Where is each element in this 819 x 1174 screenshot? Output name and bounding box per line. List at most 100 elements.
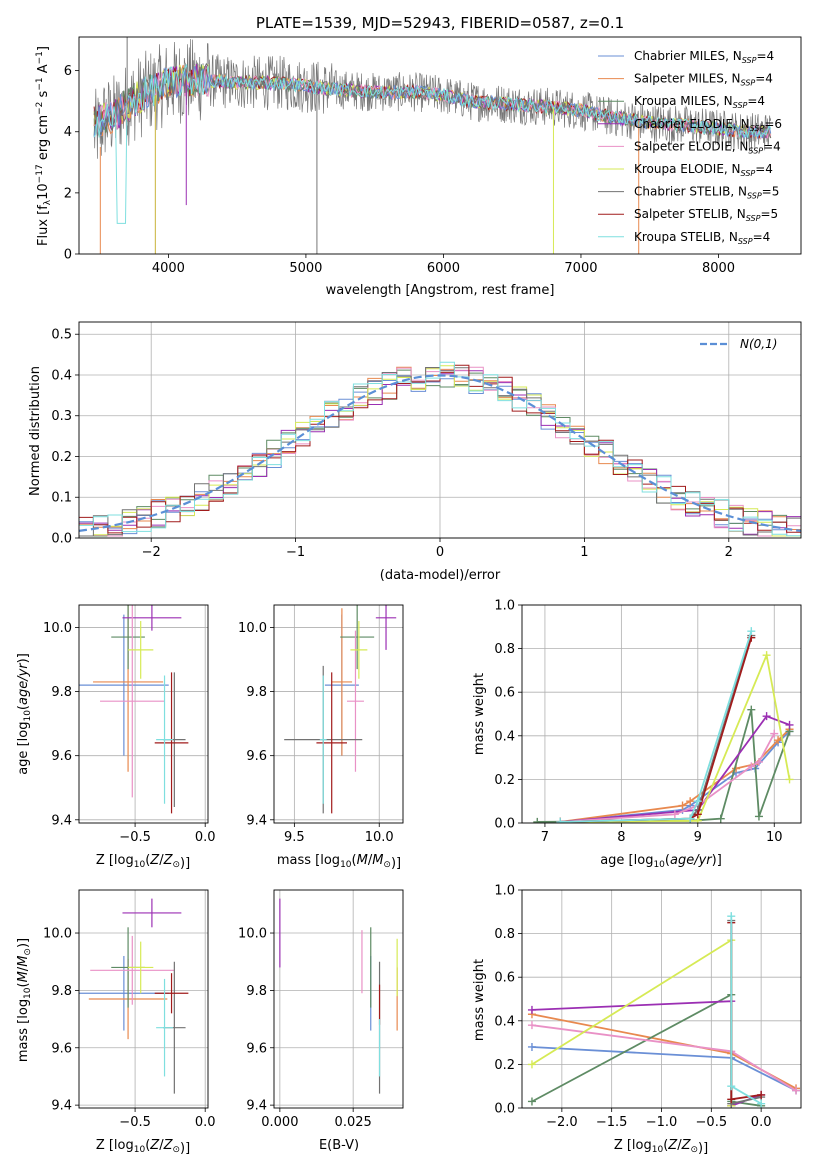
weight-marker (757, 1099, 766, 1108)
weight-line (531, 1046, 797, 1092)
legend-entry: Kroupa STELIB, NSSP=4 (634, 230, 770, 246)
x-axis-label: E(B-V) (319, 1138, 359, 1153)
x-tick-label: −1.5 (596, 1115, 628, 1130)
x-tick-label: 0 (436, 545, 444, 560)
x-axis-label: Z [log10(Z/Z⊙)] (96, 1138, 190, 1156)
weight-line (531, 1013, 797, 1090)
x-tick-label: 7000 (564, 261, 597, 276)
y-tick-label: 0.3 (51, 409, 72, 424)
weight-line (560, 630, 753, 823)
legend-entry: Chabrier STELIB, NSSP=5 (634, 185, 779, 201)
x-tick-label: 0.0 (195, 1115, 216, 1130)
legend-text: Kroupa STELIB, N (634, 230, 738, 244)
legend-text: Salpeter MILES, N (634, 72, 741, 86)
legend-text: Salpeter ELODIE, N (634, 139, 748, 153)
y-tick-label: 0.0 (494, 1102, 515, 1117)
x-tick-label: −0.5 (696, 1115, 728, 1130)
x-axis-label: (data-model)/error (380, 568, 501, 583)
y-tick-label: 0.2 (51, 450, 72, 465)
y-tick-label: 0 (64, 248, 72, 263)
x-tick-label: −0.5 (119, 1115, 151, 1130)
weight-marker (527, 1005, 536, 1014)
axes-frame (521, 604, 802, 824)
legend-text: Chabrier MILES, N (634, 49, 742, 63)
chart-2: −0.5 0.0 9.4 9.6 9.8 10.0 (43, 604, 216, 845)
chart-1: −2 −1 0 1 2 0.0 0.1 0.2 0.3 0.4 0.5 (51, 321, 802, 560)
data-spectrum (93, 38, 772, 159)
weight-line (560, 730, 791, 823)
legend-entry: N(0,1) (740, 337, 777, 351)
y-tick-label: 0.0 (494, 817, 515, 832)
weight-marker (747, 762, 756, 771)
weight-marker (678, 801, 687, 810)
weight-marker (527, 1060, 536, 1069)
weight-marker (527, 1021, 536, 1030)
plot-area (284, 605, 397, 814)
x-tick-label: 4000 (152, 261, 185, 276)
x-tick-label: 0.0 (751, 1115, 772, 1130)
plot-area (527, 912, 801, 1108)
plot-area (279, 898, 398, 1094)
legend-entry: Kroupa MILES, NSSP=4 (634, 94, 765, 110)
weight-marker (762, 651, 771, 660)
plot-area (79, 361, 801, 537)
y-axis-label: mass weight (472, 959, 487, 1041)
x-tick-label: 7 (541, 830, 549, 845)
model-spectrum (93, 64, 772, 224)
x-tick-label: 2 (725, 545, 733, 560)
x-tick-label: 0.0 (195, 830, 216, 845)
x-axis-label: wavelength [Angstrom, rest frame] (326, 283, 555, 298)
residual-histogram (79, 369, 801, 537)
weight-marker (747, 627, 756, 636)
x-tick-label: 9 (694, 830, 702, 845)
legend-text: Salpeter STELIB, N (634, 207, 746, 221)
weight-marker (754, 812, 763, 821)
y-tick-label: 0.2 (494, 773, 515, 788)
y-tick-label: 0.6 (494, 686, 515, 701)
weight-line (560, 651, 791, 823)
weight-line (560, 635, 753, 823)
x-tick-label: 10 (766, 830, 783, 845)
x-tick-label: 0.000 (261, 1115, 298, 1130)
weight-line (730, 920, 762, 1105)
x-tick-label: 10.0 (365, 830, 394, 845)
y-tick-label: 9.4 (246, 1099, 267, 1114)
weight-marker (774, 736, 783, 745)
x-axis-label: Z [log10(Z/Z⊙)] (614, 1138, 708, 1156)
y-tick-label: 9.8 (51, 685, 72, 700)
chart-0: 4000 5000 6000 7000 8000 0 2 4 6 (64, 36, 802, 276)
axes-frame (273, 889, 404, 1109)
weight-marker (727, 1082, 736, 1091)
y-tick-label: 10.0 (43, 927, 72, 942)
legend-text: Kroupa MILES, N (634, 94, 733, 108)
y-tick-label: 1.0 (494, 884, 515, 899)
weight-line (730, 922, 762, 1101)
y-tick-label: 9.4 (51, 1099, 72, 1114)
y-tick-label: 9.8 (246, 984, 267, 999)
y-tick-label: 0.2 (494, 1058, 515, 1073)
plot-area (533, 627, 794, 823)
y-tick-label: 0.4 (494, 1014, 515, 1029)
chart-6: 0.000 0.025 9.4 9.6 9.8 10.0 (238, 889, 404, 1130)
y-tick-label: 9.8 (51, 984, 72, 999)
weight-marker (785, 775, 794, 784)
weight-marker (792, 1086, 801, 1095)
x-tick-label: −1 (286, 545, 305, 560)
y-tick-label: 0.8 (494, 927, 515, 942)
plot-area (79, 605, 189, 814)
y-tick-label: 0.4 (494, 729, 515, 744)
axes-frame (78, 604, 209, 824)
y-tick-label: 9.8 (246, 685, 267, 700)
chart-7: −2.0 −1.5 −1.0 −0.5 0.0 0.0 0.2 0.4 0.6 0.8 1.0 (494, 884, 802, 1130)
y-tick-label: 0.8 (494, 642, 515, 657)
x-tick-label: 8 (617, 830, 625, 845)
plot-area (79, 898, 189, 1094)
weight-line (560, 637, 753, 823)
legend-text: Kroupa ELODIE, N (634, 162, 741, 176)
y-tick-label: 0.0 (51, 532, 72, 547)
y-axis-label: Normed distribution (28, 366, 43, 496)
y-tick-label: 0.1 (51, 491, 72, 506)
y-tick-label: 9.4 (51, 813, 72, 828)
legend-text: Chabrier ELODIE, N (634, 117, 750, 131)
weight-marker (785, 720, 794, 729)
